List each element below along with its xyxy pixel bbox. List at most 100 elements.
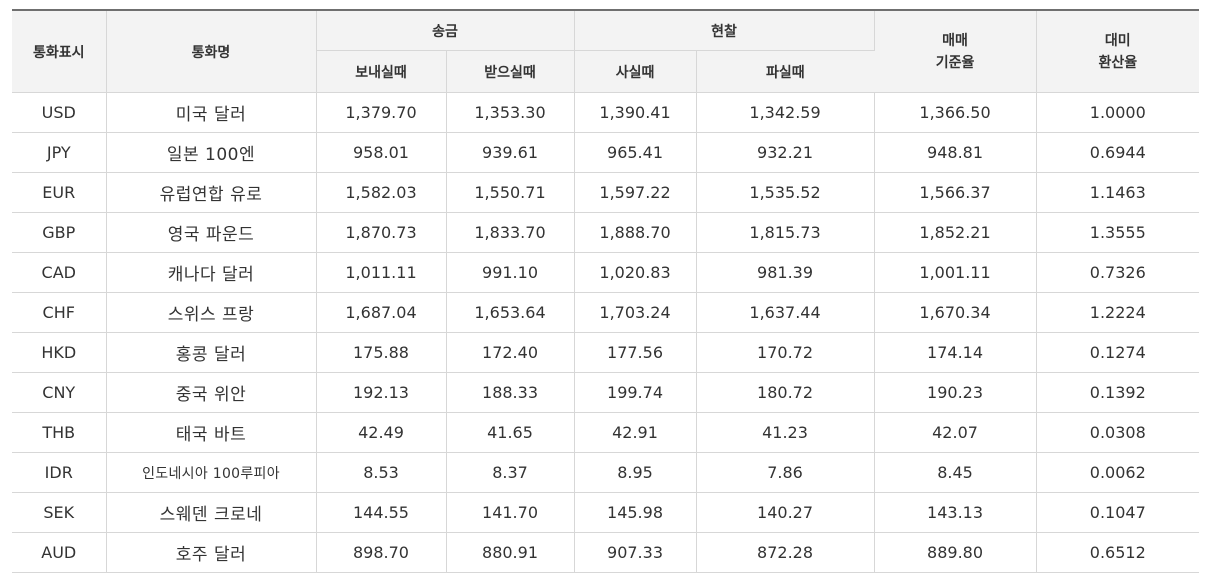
cell-currency-code: GBP	[12, 212, 107, 253]
cell-cash-buy: 965.41	[574, 132, 697, 173]
cell-remit-send: 1,011.11	[316, 252, 447, 293]
cell-base-rate: 174.14	[874, 332, 1037, 373]
cell-cash-buy: 177.56	[574, 332, 697, 373]
cell-remit-send: 1,687.04	[316, 292, 447, 333]
cell-cash-buy: 1,020.83	[574, 252, 697, 293]
cell-cash-buy: 1,390.41	[574, 92, 697, 133]
cell-base-rate: 1,852.21	[874, 212, 1037, 253]
cell-currency-code: HKD	[12, 332, 107, 373]
cell-remit-receive: 188.33	[446, 372, 575, 413]
cell-cash-sell: 180.72	[696, 372, 875, 413]
cell-currency-code: CAD	[12, 252, 107, 293]
header-currency-code: 통화표시	[12, 9, 107, 93]
cell-currency-code: USD	[12, 92, 107, 133]
cell-currency-code: CNY	[12, 372, 107, 413]
cell-usd-conversion: 0.0308	[1036, 412, 1200, 453]
cell-usd-conversion: 0.6944	[1036, 132, 1200, 173]
cell-remit-receive: 1,353.30	[446, 92, 575, 133]
cell-currency-name: 인도네시아 100루피아	[106, 452, 317, 493]
table-row: GBP 영국 파운드 1,870.73 1,833.70 1,888.70 1,815.7…	[12, 212, 1200, 253]
cell-base-rate: 1,566.37	[874, 172, 1037, 213]
cell-remit-send: 8.53	[316, 452, 447, 493]
cell-cash-buy: 145.98	[574, 492, 697, 533]
header-usd-conversion-line2: 환산율	[1098, 54, 1138, 71]
cell-base-rate: 190.23	[874, 372, 1037, 413]
cell-currency-code: JPY	[12, 132, 107, 173]
header-cash-buy: 사실때	[574, 50, 697, 93]
table-row: EUR 유럽연합 유로 1,582.03 1,550.71 1,597.22 1,535.…	[12, 172, 1200, 213]
cell-currency-name: 유럽연합 유로	[106, 172, 317, 213]
cell-currency-name: 스위스 프랑	[106, 292, 317, 333]
cell-currency-code: THB	[12, 412, 107, 453]
cell-usd-conversion: 1.3555	[1036, 212, 1200, 253]
cell-remit-receive: 880.91	[446, 532, 575, 573]
cell-currency-name: 스웨덴 크로네	[106, 492, 317, 533]
header-base-rate: 매매 기준율	[874, 9, 1037, 93]
cell-remit-send: 144.55	[316, 492, 447, 533]
header-cash-sell: 파실때	[696, 50, 875, 93]
header-currency-name: 통화명	[106, 9, 317, 93]
table-row: IDR 인도네시아 100루피아 8.53 8.37 8.95 7.86 8.45 0.006…	[12, 452, 1200, 493]
table-row: HKD 홍콩 달러 175.88 172.40 177.56 170.72 174.14 0.…	[12, 332, 1200, 373]
cell-usd-conversion: 0.7326	[1036, 252, 1200, 293]
cell-usd-conversion: 1.2224	[1036, 292, 1200, 333]
cell-remit-receive: 991.10	[446, 252, 575, 293]
cell-remit-receive: 41.65	[446, 412, 575, 453]
cell-currency-name: 일본 100엔	[106, 132, 317, 173]
cell-base-rate: 889.80	[874, 532, 1037, 573]
table-row: USD 미국 달러 1,379.70 1,353.30 1,390.41 1,342.59…	[12, 92, 1200, 133]
cell-base-rate: 1,366.50	[874, 92, 1037, 133]
cell-currency-code: SEK	[12, 492, 107, 533]
exchange-rate-table-container: 통화표시 통화명 송금 현찰 매매 기준율 대미 환산율 보내실때 받으실때 사…	[12, 9, 1200, 573]
cell-remit-receive: 1,833.70	[446, 212, 575, 253]
cell-remit-send: 42.49	[316, 412, 447, 453]
table-row: SEK 스웨덴 크로네 144.55 141.70 145.98 140.27 143.13…	[12, 492, 1200, 533]
header-usd-conversion-line1: 대미	[1104, 32, 1131, 49]
cell-cash-buy: 907.33	[574, 532, 697, 573]
header-base-rate-line1: 매매	[942, 32, 968, 49]
cell-usd-conversion: 1.0000	[1036, 92, 1200, 133]
cell-remit-send: 958.01	[316, 132, 447, 173]
cell-currency-name: 홍콩 달러	[106, 332, 317, 373]
header-remit-receive: 받으실때	[446, 50, 575, 93]
cell-cash-sell: 1,535.52	[696, 172, 875, 213]
cell-cash-sell: 1,637.44	[696, 292, 875, 333]
cell-remit-send: 1,582.03	[316, 172, 447, 213]
cell-remit-send: 192.13	[316, 372, 447, 413]
cell-currency-code: IDR	[12, 452, 107, 493]
cell-currency-name: 캐나다 달러	[106, 252, 317, 293]
header-base-rate-line2: 기준율	[935, 54, 975, 71]
cell-cash-buy: 42.91	[574, 412, 697, 453]
cell-base-rate: 1,001.11	[874, 252, 1037, 293]
cell-cash-buy: 1,597.22	[574, 172, 697, 213]
cell-currency-code: CHF	[12, 292, 107, 333]
cell-cash-sell: 1,815.73	[696, 212, 875, 253]
table-row: THB 태국 바트 42.49 41.65 42.91 41.23 42.07 0.0308	[12, 412, 1200, 453]
cell-remit-receive: 1,653.64	[446, 292, 575, 333]
cell-base-rate: 8.45	[874, 452, 1037, 493]
cell-usd-conversion: 0.1047	[1036, 492, 1200, 533]
header-usd-conversion: 대미 환산율	[1036, 9, 1200, 93]
cell-remit-send: 1,870.73	[316, 212, 447, 253]
cell-cash-sell: 140.27	[696, 492, 875, 533]
cell-remit-send: 1,379.70	[316, 92, 447, 133]
cell-remit-receive: 141.70	[446, 492, 575, 533]
cell-currency-name: 호주 달러	[106, 532, 317, 573]
cell-usd-conversion: 1.1463	[1036, 172, 1200, 213]
cell-cash-buy: 8.95	[574, 452, 697, 493]
cell-base-rate: 143.13	[874, 492, 1037, 533]
cell-cash-sell: 170.72	[696, 332, 875, 373]
cell-usd-conversion: 0.1274	[1036, 332, 1200, 373]
cell-remit-receive: 939.61	[446, 132, 575, 173]
table-row: CHF 스위스 프랑 1,687.04 1,653.64 1,703.24 1,637.4…	[12, 292, 1200, 333]
cell-currency-name: 중국 위안	[106, 372, 317, 413]
table-body: USD 미국 달러 1,379.70 1,353.30 1,390.41 1,342.59…	[12, 92, 1200, 573]
exchange-rate-table: 통화표시 통화명 송금 현찰 매매 기준율 대미 환산율 보내실때 받으실때 사…	[12, 9, 1200, 573]
cell-remit-receive: 172.40	[446, 332, 575, 373]
cell-cash-sell: 7.86	[696, 452, 875, 493]
cell-cash-sell: 981.39	[696, 252, 875, 293]
cell-base-rate: 42.07	[874, 412, 1037, 453]
table-row: AUD 호주 달러 898.70 880.91 907.33 872.28 889.80 0.…	[12, 532, 1200, 573]
cell-cash-buy: 1,888.70	[574, 212, 697, 253]
cell-cash-buy: 199.74	[574, 372, 697, 413]
